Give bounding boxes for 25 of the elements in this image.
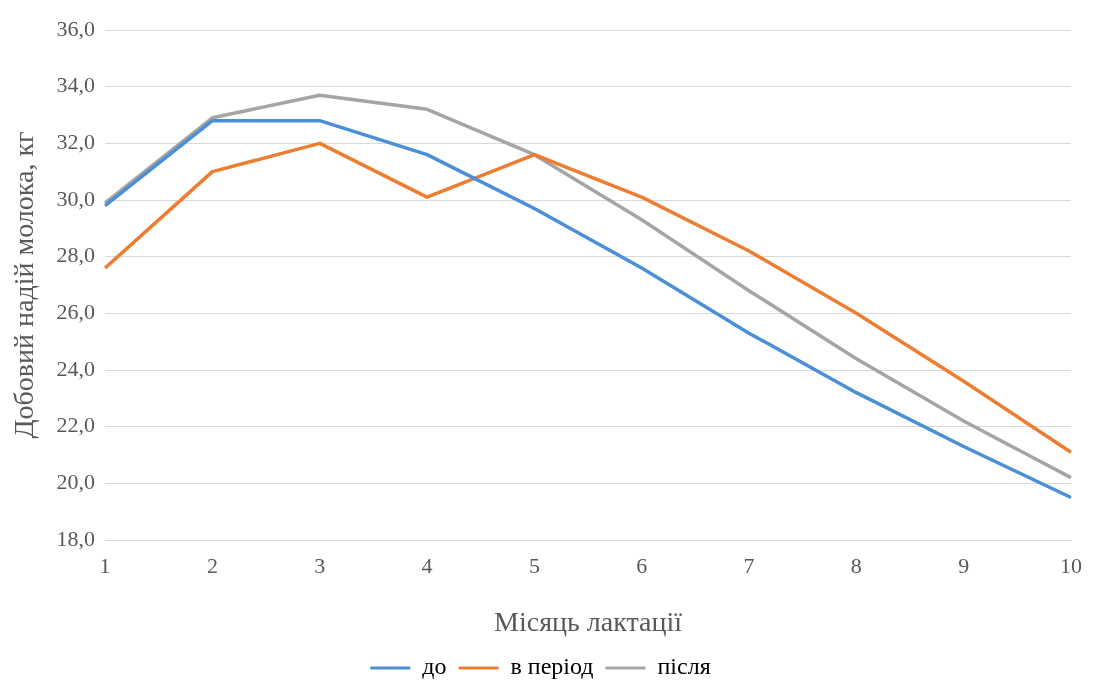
y-tick-label: 32,0	[56, 129, 96, 155]
x-tick-label: 4	[421, 552, 433, 578]
y-tick-label: 26,0	[56, 299, 96, 325]
legend-label: до	[422, 653, 447, 680]
x-tick-label: 1	[99, 552, 111, 578]
x-tick-label: 10	[1060, 552, 1082, 578]
y-tick-label: 30,0	[56, 185, 96, 211]
y-tick-label: 28,0	[56, 242, 96, 268]
x-tick-label: 7	[743, 552, 755, 578]
x-tick-label: 5	[528, 552, 540, 578]
x-axis-title: Місяць лактації	[494, 605, 683, 637]
y-tick-label: 20,0	[56, 469, 96, 495]
x-tick-label: 2	[206, 552, 218, 578]
x-tick-label: 3	[314, 552, 326, 578]
y-tick-label: 18,0	[56, 525, 96, 551]
legend-label: в період	[510, 653, 594, 680]
y-axis-title: Добовий надій молока, кг	[8, 131, 40, 439]
y-tick-label: 36,0	[56, 15, 96, 41]
x-tick-label: 6	[636, 552, 648, 578]
y-tick-label: 22,0	[56, 412, 96, 438]
legend-label: після	[657, 653, 711, 680]
x-tick-label: 9	[958, 552, 970, 578]
x-tick-label: 8	[850, 552, 862, 578]
y-tick-label: 34,0	[56, 72, 96, 98]
y-tick-label: 24,0	[56, 355, 96, 381]
